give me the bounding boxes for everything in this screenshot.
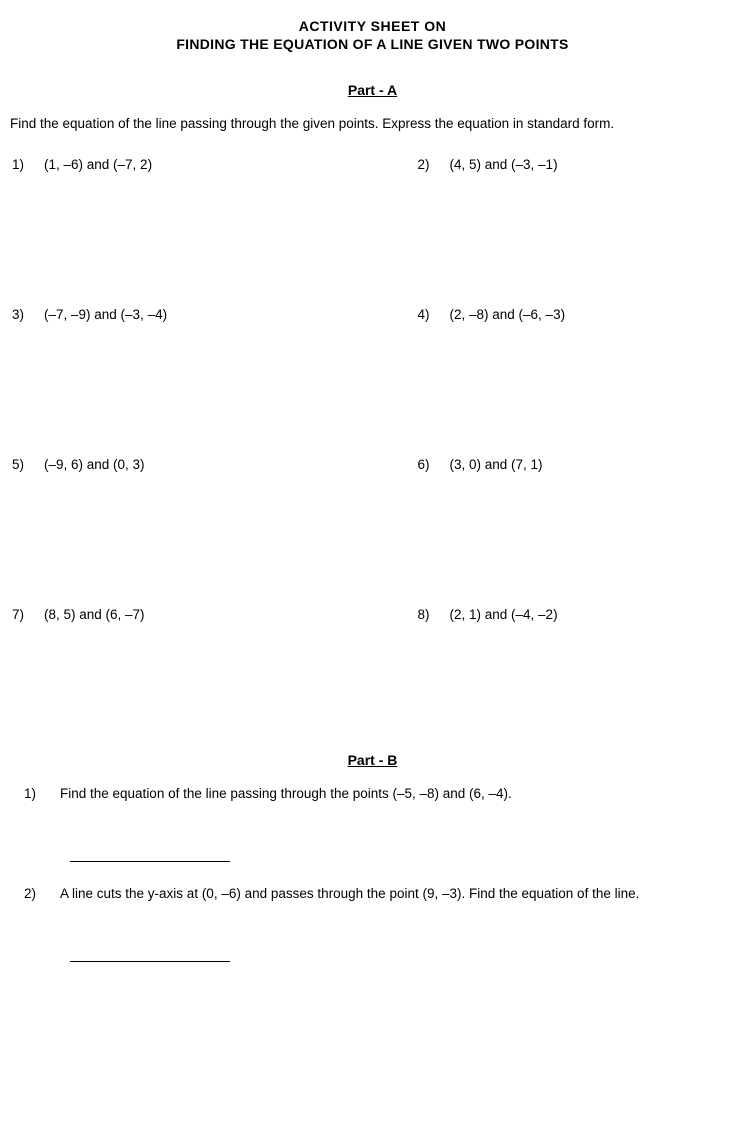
problem-number: 2) [378,157,450,172]
problem-5: 5) (–9, 6) and (0, 3) [10,457,368,472]
answer-blank-1 [70,861,230,862]
problem-text: (2, –8) and (–6, –3) [450,307,566,322]
problem-text: (–7, –9) and (–3, –4) [44,307,167,322]
problem-8: 8) (2, 1) and (–4, –2) [378,607,736,622]
part-b-item-2: 2) A line cuts the y-axis at (0, –6) and… [24,886,735,901]
problem-6: 6) (3, 0) and (7, 1) [378,457,736,472]
problem-number: 6) [378,457,450,472]
problem-text: (8, 5) and (6, –7) [44,607,145,622]
part-b-item-1: 1) Find the equation of the line passing… [24,786,735,801]
problem-text: Find the equation of the line passing th… [60,786,512,801]
problem-1: 1) (1, –6) and (–7, 2) [10,157,368,172]
title-line-2: FINDING THE EQUATION OF A LINE GIVEN TWO… [10,36,735,52]
problem-text: A line cuts the y-axis at (0, –6) and pa… [60,886,639,901]
part-a-grid: 1) (1, –6) and (–7, 2) 2) (4, 5) and (–3… [10,157,735,622]
problem-number: 4) [378,307,450,322]
problem-number: 2) [24,886,60,901]
problem-number: 3) [10,307,44,322]
part-b-header: Part - B [10,752,735,768]
part-a-header: Part - A [10,82,735,98]
problem-number: 5) [10,457,44,472]
answer-blank-2 [70,961,230,962]
problem-number: 1) [10,157,44,172]
problem-number: 7) [10,607,44,622]
part-a-instruction: Find the equation of the line passing th… [10,116,735,131]
problem-text: (1, –6) and (–7, 2) [44,157,152,172]
problem-2: 2) (4, 5) and (–3, –1) [378,157,736,172]
problem-text: (–9, 6) and (0, 3) [44,457,145,472]
problem-text: (3, 0) and (7, 1) [450,457,543,472]
problem-text: (2, 1) and (–4, –2) [450,607,558,622]
problem-4: 4) (2, –8) and (–6, –3) [378,307,736,322]
problem-number: 1) [24,786,60,801]
problem-7: 7) (8, 5) and (6, –7) [10,607,368,622]
problem-number: 8) [378,607,450,622]
problem-text: (4, 5) and (–3, –1) [450,157,558,172]
worksheet-title: ACTIVITY SHEET ON FINDING THE EQUATION O… [10,18,735,52]
problem-3: 3) (–7, –9) and (–3, –4) [10,307,368,322]
title-line-1: ACTIVITY SHEET ON [10,18,735,34]
